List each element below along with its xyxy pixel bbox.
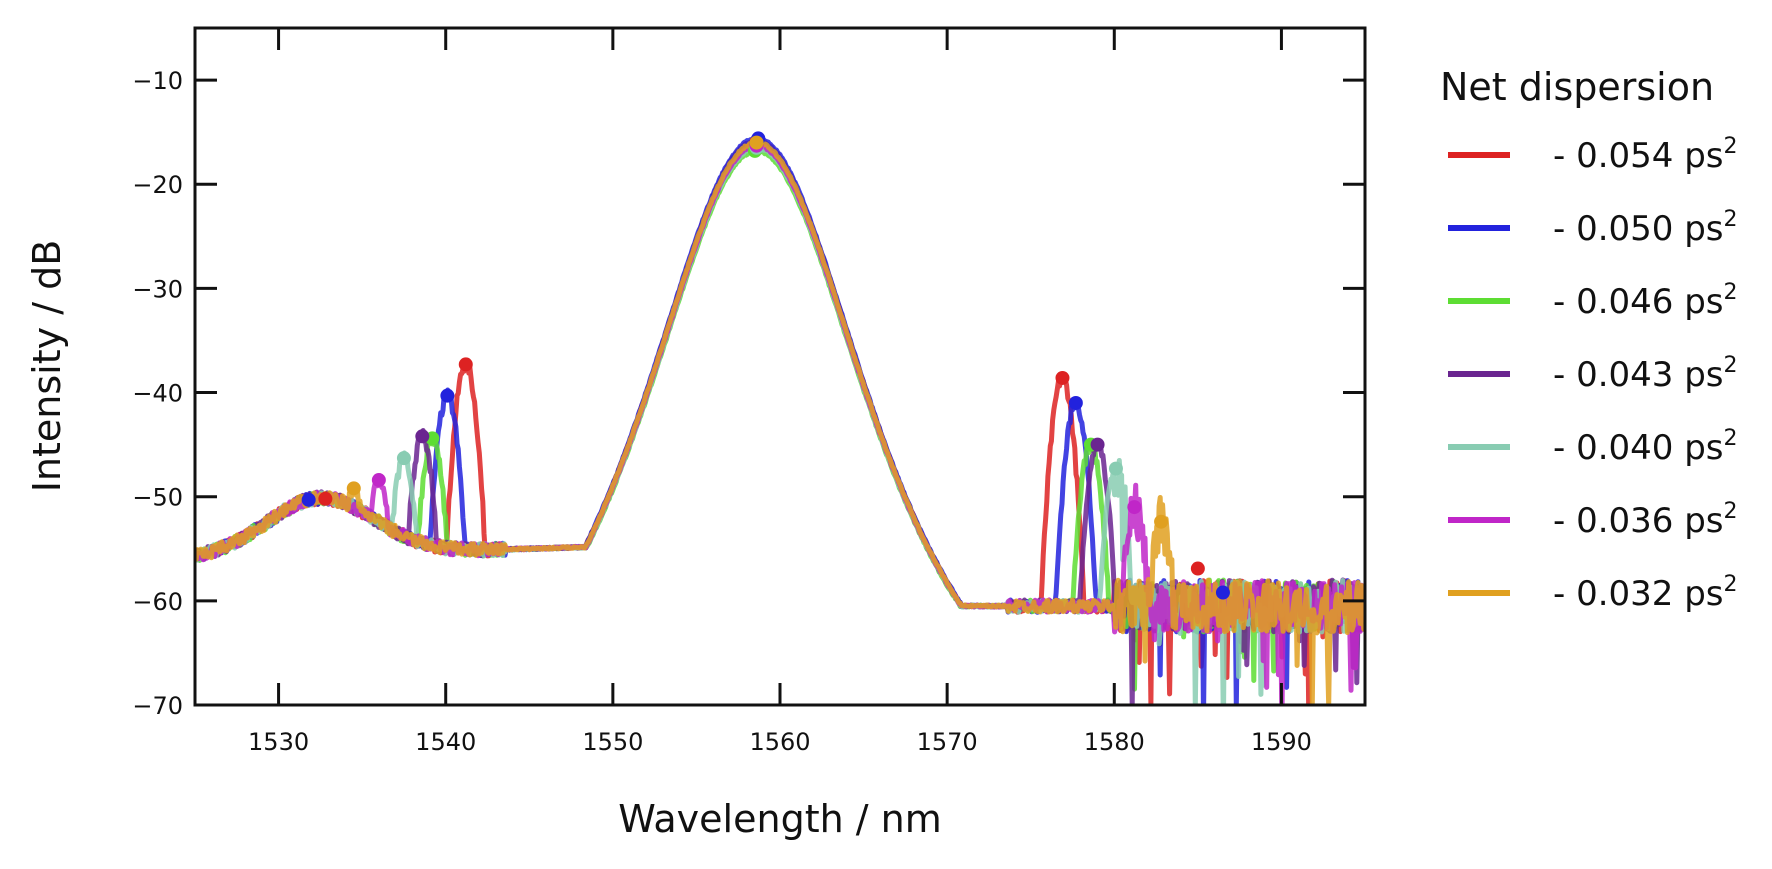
series-point xyxy=(440,388,455,403)
series-point xyxy=(1215,585,1230,600)
series-point xyxy=(1090,437,1105,452)
legend-entry: - 0.054 ps2 xyxy=(1553,134,1738,176)
series-point xyxy=(458,357,473,372)
series-point xyxy=(318,491,333,506)
legend-items: - 0.054 ps2 - 0.050 ps2 - 0.046 ps2 - 0.043… xyxy=(1448,134,1738,614)
series-line xyxy=(195,139,1365,705)
series-point xyxy=(1127,500,1142,515)
y-tick-label: −70 xyxy=(132,692,183,720)
x-tick-label: 1560 xyxy=(749,728,810,756)
series-line xyxy=(195,144,1365,705)
y-axis-label: Intensity / dB xyxy=(25,240,69,493)
series-point xyxy=(749,135,764,150)
series-line xyxy=(195,137,1365,705)
series-layer xyxy=(195,131,1365,705)
y-tick-label: −50 xyxy=(132,484,183,512)
series-point xyxy=(1190,561,1205,576)
legend-entry: - 0.043 ps2 xyxy=(1553,353,1738,395)
series-point xyxy=(396,451,411,466)
x-tick-label: 1540 xyxy=(415,728,476,756)
x-tick-label: 1570 xyxy=(917,728,978,756)
ticks-layer: 1530 1540 1550 1560 1570 1580 1590 −70 −60 −50 −40… xyxy=(132,28,1365,756)
series-point xyxy=(371,473,386,488)
x-tick-label: 1530 xyxy=(248,728,309,756)
legend-title: Net dispersion xyxy=(1440,65,1714,109)
y-tick-label: −40 xyxy=(132,380,183,408)
y-tick-label: −60 xyxy=(132,588,183,616)
legend-entry: - 0.040 ps2 xyxy=(1553,426,1738,468)
series-point xyxy=(1068,395,1083,410)
y-tick-label: −10 xyxy=(132,67,183,95)
series-point xyxy=(1055,370,1070,385)
x-tick-label: 1580 xyxy=(1084,728,1145,756)
legend-entry: - 0.032 ps2 xyxy=(1553,572,1738,614)
series-point xyxy=(1108,461,1123,476)
series-point xyxy=(346,481,361,496)
series-line xyxy=(195,142,1365,705)
x-axis-label: Wavelength / nm xyxy=(618,797,941,841)
x-tick-label: 1550 xyxy=(582,728,643,756)
series-point xyxy=(415,429,430,444)
series-point xyxy=(1154,514,1169,529)
legend-entry: - 0.046 ps2 xyxy=(1553,280,1738,322)
y-tick-label: −20 xyxy=(132,171,183,199)
legend-entry: - 0.050 ps2 xyxy=(1553,207,1738,249)
series-point xyxy=(301,492,316,507)
legend-entry: - 0.036 ps2 xyxy=(1553,499,1738,541)
y-tick-label: −30 xyxy=(132,275,183,303)
x-tick-label: 1590 xyxy=(1251,728,1312,756)
legend: Net dispersion - 0.054 ps2- 0.050 ps2- 0… xyxy=(1440,65,1738,614)
